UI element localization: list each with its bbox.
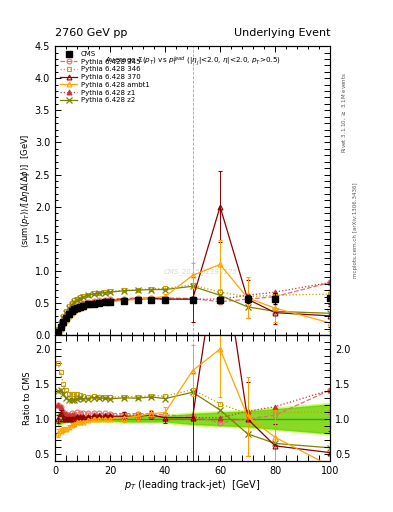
Text: 2760 GeV pp: 2760 GeV pp <box>55 28 127 38</box>
Text: Underlying Event: Underlying Event <box>233 28 330 38</box>
Text: Rivet 3.1.10, $\geq$ 3.1M events: Rivet 3.1.10, $\geq$ 3.1M events <box>340 72 348 153</box>
Y-axis label: $\langle$sum$(p_T)\rangle$/$[\Delta\eta\Delta(\Delta\phi)]$  [GeV]: $\langle$sum$(p_T)\rangle$/$[\Delta\eta\… <box>19 133 32 248</box>
Text: Average $\Sigma(p_T)$ vs $p_T^{lead}$ ($|\eta_j|$<2.0, $\eta|$<2.0, $p_T$>0.5): Average $\Sigma(p_T)$ vs $p_T^{lead}$ ($… <box>105 55 281 69</box>
Y-axis label: Ratio to CMS: Ratio to CMS <box>23 371 32 425</box>
Text: CMS_2015_I1395175: CMS_2015_I1395175 <box>164 268 238 275</box>
X-axis label: $p_T$ (leading track-jet)  [GeV]: $p_T$ (leading track-jet) [GeV] <box>124 478 261 493</box>
Text: mcplots.cern.ch [arXiv:1306.3436]: mcplots.cern.ch [arXiv:1306.3436] <box>353 183 358 278</box>
Legend: CMS, Pythia 6.428 345, Pythia 6.428 346, Pythia 6.428 370, Pythia 6.428 ambt1, P: CMS, Pythia 6.428 345, Pythia 6.428 346,… <box>59 50 151 105</box>
